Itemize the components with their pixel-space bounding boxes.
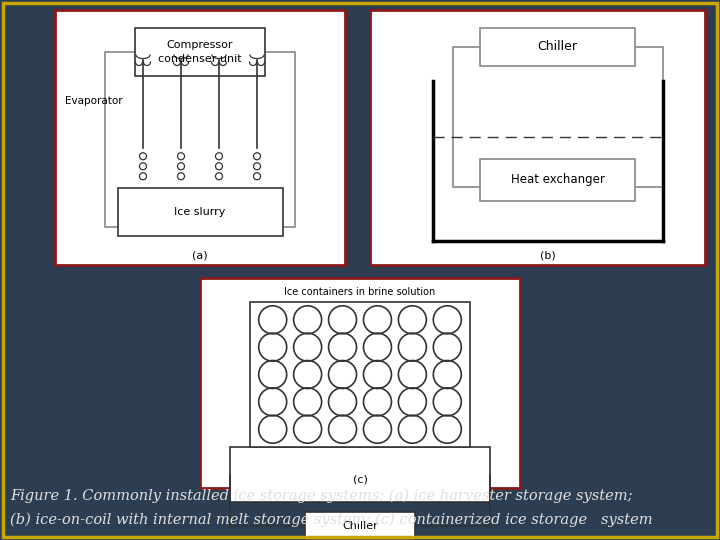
Text: condenser unit: condenser unit (158, 54, 242, 64)
Bar (230, 447, 490, 502)
Text: Evaporator: Evaporator (65, 96, 122, 106)
Text: Chiller: Chiller (538, 40, 577, 53)
Bar (250, 302, 470, 447)
Bar (305, 512, 415, 540)
Text: (c): (c) (353, 475, 367, 485)
Text: Ice slurry: Ice slurry (174, 207, 225, 217)
Text: Ice containers in brine solution: Ice containers in brine solution (284, 287, 436, 297)
Bar (452, 47, 662, 187)
Bar (105, 52, 295, 227)
Bar (480, 159, 635, 201)
Text: Heat exchanger: Heat exchanger (510, 173, 604, 186)
Text: (b) ice-on-coil with internal melt storage system; (c) containerized ice storage: (b) ice-on-coil with internal melt stora… (10, 513, 652, 527)
Bar (480, 28, 635, 66)
Text: Figure 1. Commonly installed ice storage systems: (a) ice harvester storage syst: Figure 1. Commonly installed ice storage… (10, 489, 632, 503)
Bar (200, 278, 520, 488)
Text: Compressor: Compressor (167, 40, 233, 50)
Text: (a): (a) (192, 250, 208, 260)
Text: (b): (b) (539, 250, 555, 260)
Bar (135, 28, 265, 76)
Bar (55, 10, 345, 265)
Bar (370, 10, 705, 265)
Bar (117, 188, 282, 237)
Text: Chiller: Chiller (342, 521, 378, 531)
